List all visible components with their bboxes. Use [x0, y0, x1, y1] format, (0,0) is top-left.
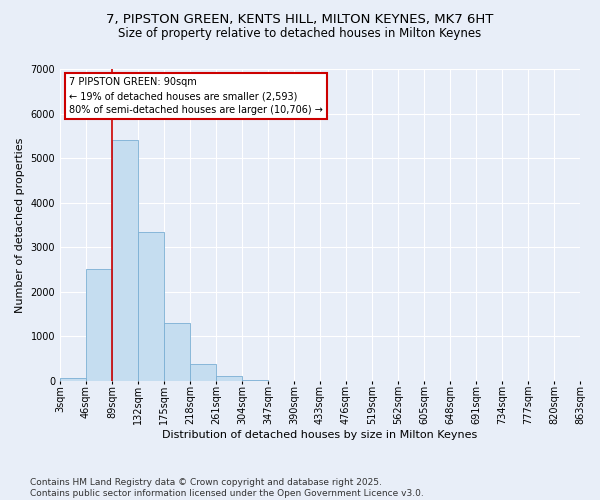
Text: 7, PIPSTON GREEN, KENTS HILL, MILTON KEYNES, MK7 6HT: 7, PIPSTON GREEN, KENTS HILL, MILTON KEY…: [106, 12, 494, 26]
Text: Contains HM Land Registry data © Crown copyright and database right 2025.
Contai: Contains HM Land Registry data © Crown c…: [30, 478, 424, 498]
Bar: [60, 378, 86, 381]
Bar: [86, 270, 112, 381]
Bar: [112, 140, 138, 381]
Text: Size of property relative to detached houses in Milton Keynes: Size of property relative to detached ho…: [118, 28, 482, 40]
Bar: [190, 364, 216, 381]
Bar: [138, 232, 164, 381]
Y-axis label: Number of detached properties: Number of detached properties: [15, 137, 25, 312]
Bar: [164, 323, 190, 381]
X-axis label: Distribution of detached houses by size in Milton Keynes: Distribution of detached houses by size …: [163, 430, 478, 440]
Text: 7 PIPSTON GREEN: 90sqm
← 19% of detached houses are smaller (2,593)
80% of semi-: 7 PIPSTON GREEN: 90sqm ← 19% of detached…: [69, 77, 323, 115]
Bar: [216, 376, 242, 381]
